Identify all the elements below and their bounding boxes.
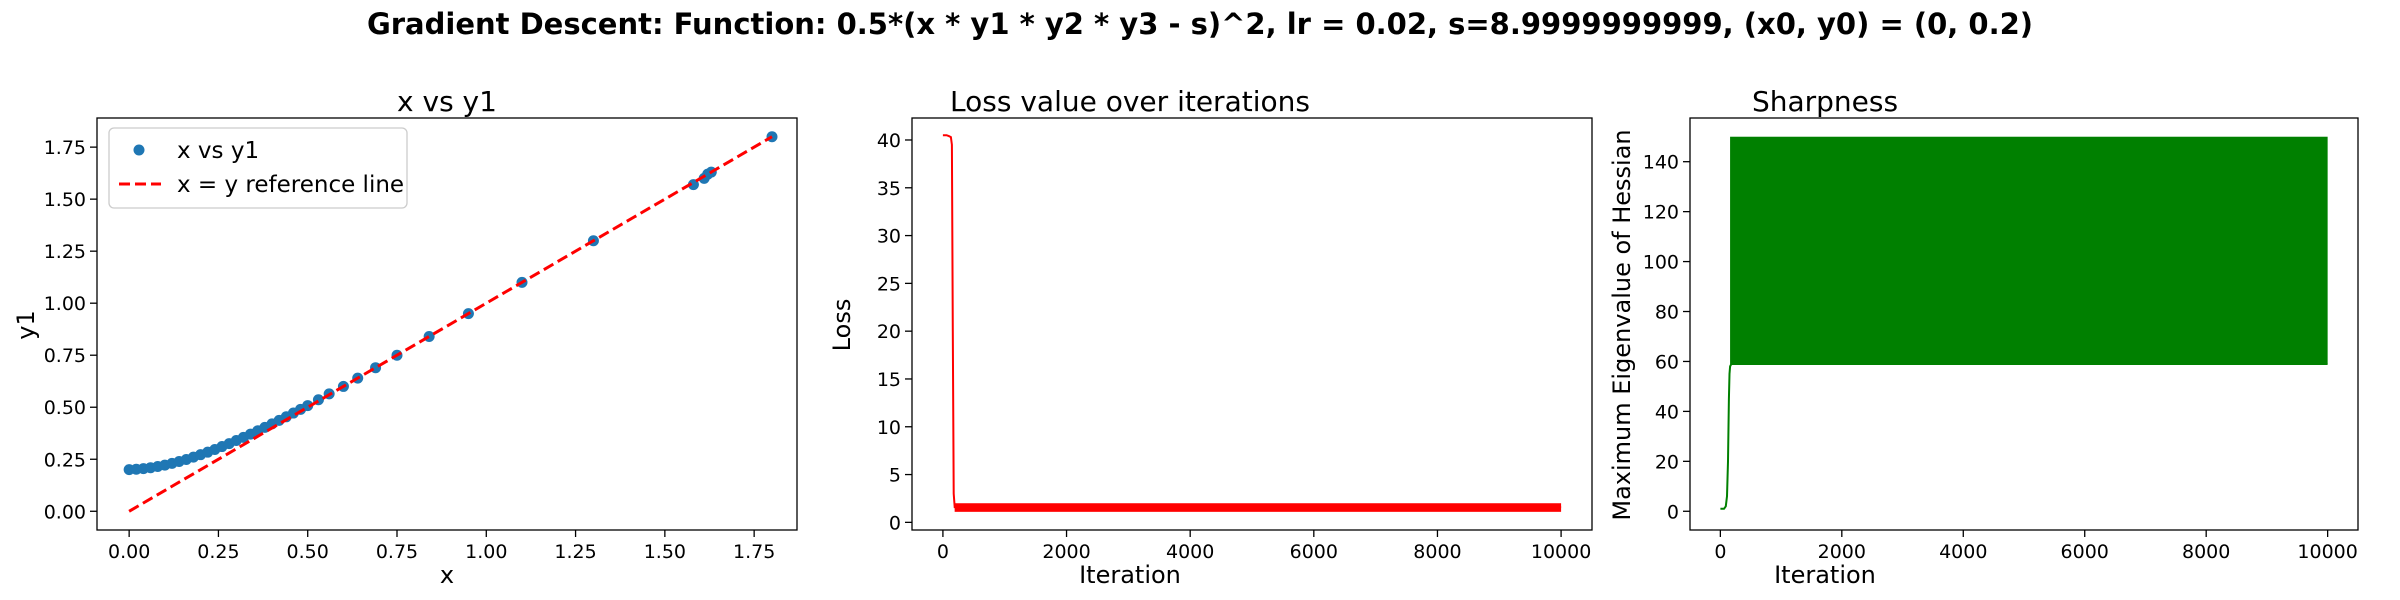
- panel3-ylabel: Maximum Eigenvalue of Hessian: [1608, 129, 1636, 520]
- y-tick-label: 1.00: [44, 293, 86, 315]
- x-tick-label: 0: [1714, 541, 1726, 563]
- y-tick-label: 40: [1655, 401, 1679, 423]
- y-tick-label: 30: [877, 226, 901, 248]
- axes-frame: [96, 117, 798, 531]
- axes-frame: [911, 117, 1593, 531]
- y-tick-label: 0.00: [44, 501, 86, 523]
- y-tick-label: 25: [877, 273, 901, 295]
- panel1-xlabel: x: [440, 561, 454, 589]
- scatter-point: [302, 400, 314, 412]
- legend-box: [108, 127, 408, 209]
- panel3-plot-area: 0 2000 4000 6000 8000 10000 0 20 40 60 80 100 120 140: [1643, 117, 2359, 563]
- panel1-title: x vs y1: [397, 85, 497, 118]
- figure-suptitle: Gradient Descent: Function: 0.5*(x * y1 …: [367, 7, 2033, 41]
- y-tick-label: 35: [877, 178, 901, 200]
- panel2-ylabel: Loss: [828, 299, 856, 352]
- panel2-title: Loss value over iterations: [950, 85, 1310, 118]
- x-tick-label: 4000: [1939, 541, 1987, 563]
- y-tick-label: 60: [1655, 351, 1679, 373]
- y-tick-label: 0: [889, 512, 901, 534]
- y-tick-label: 0.25: [44, 449, 86, 471]
- x-tick-label: 6000: [2061, 541, 2109, 563]
- oscillation-band: [1730, 136, 2328, 364]
- x-tick-label: 2000: [1818, 541, 1866, 563]
- y-tick-label: 120: [1643, 202, 1679, 224]
- y-tick-label: 1.75: [44, 137, 86, 159]
- x-tick-label: 0: [937, 541, 949, 563]
- y-tick-label: 10: [877, 417, 901, 439]
- y-tick-label: 20: [1655, 451, 1679, 473]
- x-tick-label: 1.50: [644, 541, 686, 563]
- panel1-plot-area: 0.00 0.25 0.50 0.75 1.00 1.25 1.50 1.75 0.00 0.25…: [44, 117, 798, 563]
- legend-marker: [133, 144, 145, 156]
- y-tick-label: 80: [1655, 302, 1679, 324]
- axes-frame: [1689, 117, 2359, 531]
- y-tick-label: 40: [877, 130, 901, 152]
- series-line: [1720, 363, 2328, 510]
- x-tick-label: 8000: [1413, 541, 1461, 563]
- x-tick-label: 0.50: [287, 541, 329, 563]
- y-tick-label: 15: [877, 369, 901, 391]
- panel3-title: Sharpness: [1752, 85, 1898, 118]
- panel-x-vs-y1: x vs y1 x y1 0.00 0.25 0.50 0.75 1.00 1.25 1.5…: [12, 85, 798, 589]
- x-tick-label: 0.00: [108, 541, 150, 563]
- x-tick-label: 2000: [1042, 541, 1090, 563]
- y-tick-label: 100: [1643, 252, 1679, 274]
- panel1-ylabel: y1: [12, 310, 40, 339]
- legend-label: x = y reference line: [177, 172, 404, 198]
- y-tick-label: 20: [877, 321, 901, 343]
- y-tick-label: 0.50: [44, 397, 86, 419]
- y-tick-label: 5: [889, 465, 901, 487]
- x-tick-label: 8000: [2182, 541, 2230, 563]
- y-tick-label: 1.25: [44, 241, 86, 263]
- panel-sharpness: Sharpness Iteration Maximum Eigenvalue o…: [1608, 85, 2359, 589]
- x-tick-label: 0.25: [197, 541, 239, 563]
- panel2-xlabel: Iteration: [1079, 561, 1181, 589]
- y-tick-label: 0: [1667, 501, 1679, 523]
- x-tick-label: 1.00: [465, 541, 507, 563]
- x-tick-label: 1.75: [733, 541, 775, 563]
- panel2-plot-area: 0 2000 4000 6000 8000 10000 0 5 10 15 20 25 30 35 40: [877, 117, 1593, 563]
- x-tick-label: 4000: [1166, 541, 1214, 563]
- x-tick-label: 1.25: [554, 541, 596, 563]
- y-tick-label: 140: [1643, 152, 1679, 174]
- x-tick-label: 10000: [1531, 541, 1591, 563]
- x-tick-label: 10000: [2297, 541, 2357, 563]
- reference-line: [128, 135, 773, 513]
- x-tick-label: 6000: [1290, 541, 1338, 563]
- scatter-point: [687, 179, 699, 191]
- y-tick-label: 0.75: [44, 345, 86, 367]
- y-tick-label: 1.50: [44, 189, 86, 211]
- panel-loss: Loss value over iterations Iteration Los…: [828, 85, 1593, 589]
- x-tick-label: 0.75: [376, 541, 418, 563]
- series-line: [942, 134, 1562, 509]
- panel3-xlabel: Iteration: [1774, 561, 1876, 589]
- legend-label: x vs y1: [177, 138, 259, 164]
